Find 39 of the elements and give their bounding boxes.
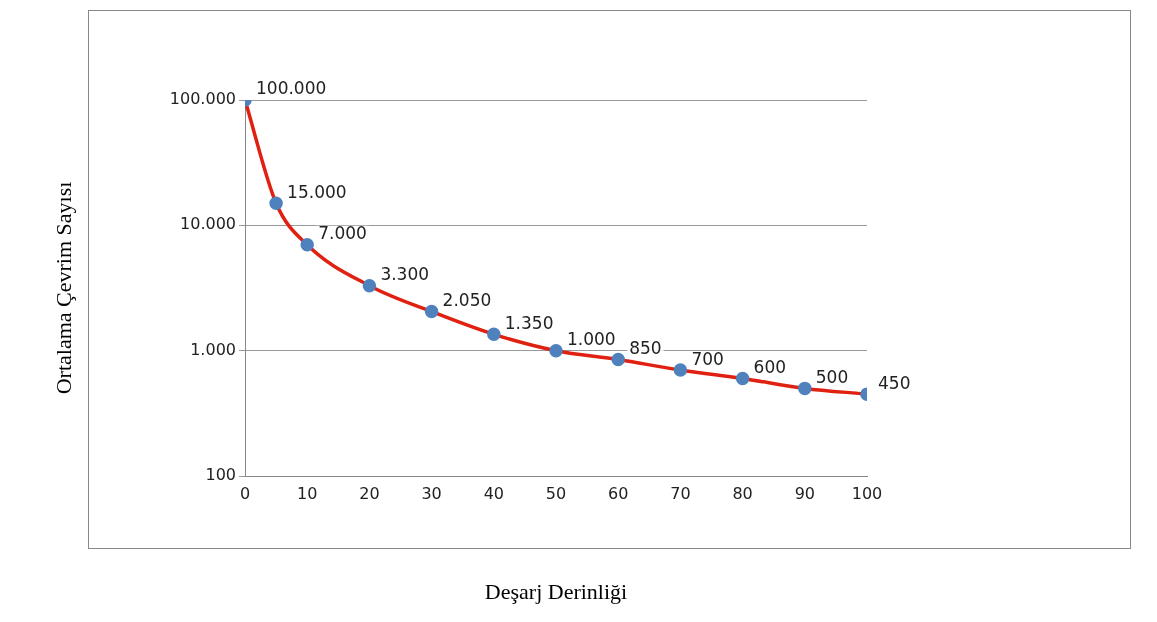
data-label: 15.000	[287, 181, 347, 202]
y-tick-label: 100.000	[169, 89, 236, 109]
data-label: 2.050	[442, 290, 492, 311]
x-tick-label: 90	[794, 483, 815, 503]
point	[735, 371, 750, 386]
data-label: 850	[629, 337, 662, 358]
data-label: 1.350	[504, 312, 554, 333]
x-tick-label: 80	[732, 483, 753, 503]
point	[611, 352, 625, 367]
data-label: 7.000	[318, 223, 367, 244]
x-tick-label: 30	[421, 483, 442, 503]
x-tick-label: 50	[545, 483, 567, 503]
y-tick-label: 100	[205, 465, 236, 485]
point	[300, 238, 314, 252]
x-tick-label: 0	[239, 483, 251, 503]
point	[269, 196, 283, 211]
x-tick-label: 60	[608, 483, 629, 503]
y-axis-title: Ortalama Çevrim Sayısı	[50, 181, 76, 395]
point	[424, 304, 439, 319]
data-label: 600	[753, 356, 787, 377]
data-label: 100.000	[256, 78, 327, 99]
y-tick-label: 1.000	[190, 339, 236, 359]
data-label: 700	[691, 348, 724, 369]
data-label: 500	[815, 366, 849, 387]
point	[487, 327, 501, 342]
data-label: 450	[878, 372, 911, 393]
point	[549, 343, 563, 358]
x-tick-label: 100	[851, 483, 883, 503]
x-axis-title: Deşarj Derinliği	[484, 578, 628, 604]
point	[362, 278, 377, 293]
x-tick-label: 10	[297, 483, 318, 503]
x-tick-label: 70	[670, 483, 691, 503]
data-label: 3.300	[380, 264, 430, 285]
x-tick-label: 40	[483, 483, 504, 503]
data-label: 1.000	[567, 329, 616, 350]
point	[798, 381, 812, 396]
x-tick-label: 20	[359, 483, 380, 503]
y-tick-label: 10.000	[180, 214, 236, 234]
point	[673, 363, 688, 377]
